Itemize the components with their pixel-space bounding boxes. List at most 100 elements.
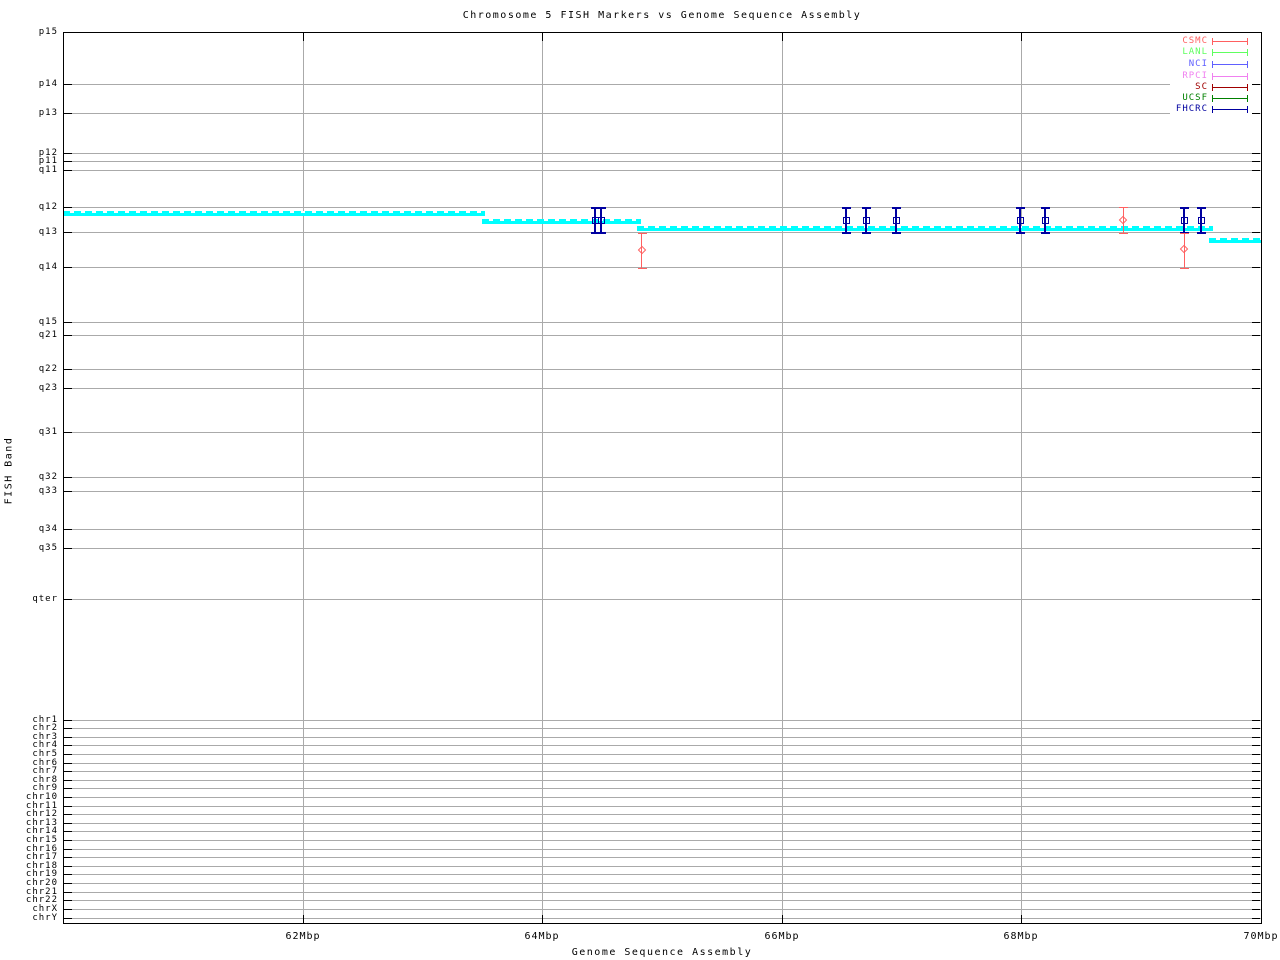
data-point-FHCRC-7-square-marker: [1042, 217, 1049, 224]
gridline-y-chr15: [63, 840, 1261, 841]
data-point-FHCRC-5-errorbar: [895, 207, 897, 233]
ytick-right-chr12: [1252, 814, 1260, 815]
ytick-left-q21: [64, 335, 72, 336]
ytick-right-qter: [1252, 599, 1260, 600]
ytick-left-chr17: [64, 857, 72, 858]
ytick-label-q12: q12: [38, 202, 58, 212]
ytick-label-chr7: chr7: [32, 766, 58, 776]
ytick-left-q23: [64, 388, 72, 389]
data-point-FHCRC-5-cap-top: [892, 207, 901, 209]
ytick-left-q12: [64, 207, 72, 208]
ytick-label-q22: q22: [38, 364, 58, 374]
gridline-y-chr4: [63, 745, 1261, 746]
ytick-right-chr22: [1252, 900, 1260, 901]
ytick-right-q21: [1252, 335, 1260, 336]
gridline-y-q21: [63, 335, 1261, 336]
legend-sample-line-FHCRC: [1212, 109, 1248, 110]
ytick-right-chr11: [1252, 806, 1260, 807]
ytick-right-chr10: [1252, 797, 1260, 798]
ytick-left-chr11: [64, 806, 72, 807]
ytick-label-q11: q11: [38, 165, 58, 175]
ytick-label-chr6: chr6: [32, 758, 58, 768]
data-point-FHCRC-6-cap-bottom: [1016, 232, 1025, 234]
ytick-left-p12: [64, 153, 72, 154]
assembly-segment-dashes: [637, 226, 1213, 228]
ytick-left-p13: [64, 113, 72, 114]
gridline-x-62Mbp: [303, 32, 304, 923]
ytick-label-q35: q35: [38, 543, 58, 553]
ytick-right-chr8: [1252, 780, 1260, 781]
data-point-FHCRC-6-square-marker: [1017, 217, 1024, 224]
ytick-label-chr10: chr10: [25, 792, 58, 802]
gridline-y-q11: [63, 170, 1261, 171]
data-point-FHCRC-2-square-marker: [598, 217, 605, 224]
ytick-left-q11: [64, 170, 72, 171]
ytick-left-p15: [64, 32, 72, 33]
data-point-FHCRC-8-cap-top: [1180, 207, 1189, 209]
xtick-label-66Mbp: 66Mbp: [764, 931, 800, 942]
xtick-bottom-62Mbp: [303, 915, 304, 923]
gridline-y-chr2: [63, 728, 1261, 729]
ytick-label-chrX: chrX: [32, 904, 58, 914]
xtick-top-64Mbp: [542, 33, 543, 41]
legend-sample-line-NCI: [1212, 64, 1248, 65]
gridline-y-chrY: [63, 918, 1261, 919]
data-point-FHCRC-1-cap-top: [591, 207, 600, 209]
ytick-right-q15: [1252, 322, 1260, 323]
ytick-label-p15: p15: [38, 27, 58, 37]
legend-sample-capL-RPCI: [1212, 73, 1213, 80]
gridline-y-chr17: [63, 857, 1261, 858]
legend-sample-line-CSMC: [1212, 41, 1248, 42]
gridline-y-q23: [63, 388, 1261, 389]
data-point-FHCRC-9-square-marker: [1198, 217, 1205, 224]
gridline-y-chr19: [63, 874, 1261, 875]
ytick-label-q21: q21: [38, 330, 58, 340]
ytick-right-q31: [1252, 432, 1260, 433]
gridline-y-p12: [63, 153, 1261, 154]
ytick-left-chr22: [64, 900, 72, 901]
legend-sample-capL-CSMC: [1212, 38, 1213, 45]
ytick-right-p14: [1252, 84, 1260, 85]
ytick-right-chrX: [1252, 909, 1260, 910]
gridline-y-chr20: [63, 883, 1261, 884]
assembly-segment-dashes: [1209, 238, 1261, 240]
ytick-left-chr12: [64, 814, 72, 815]
xtick-bottom-64Mbp: [542, 915, 543, 923]
xtick-label-68Mbp: 68Mbp: [1003, 931, 1039, 942]
ytick-label-qter: qter: [32, 594, 58, 604]
legend-sample-capL-UCSF: [1212, 95, 1213, 102]
gridline-x-64Mbp: [542, 32, 543, 923]
data-point-FHCRC-2-cap-top: [597, 207, 606, 209]
gridline-y-chr6: [63, 763, 1261, 764]
data-point-FHCRC-4-errorbar: [865, 207, 867, 233]
ytick-right-chr18: [1252, 866, 1260, 867]
data-point-FHCRC-4-square-marker: [863, 217, 870, 224]
data-point-FHCRC-7-errorbar: [1044, 207, 1046, 233]
gridline-y-chr16: [63, 849, 1261, 850]
legend-sample-capL-NCI: [1212, 61, 1213, 68]
ytick-right-chr6: [1252, 763, 1260, 764]
gridline-y-chr9: [63, 788, 1261, 789]
ytick-left-chr4: [64, 745, 72, 746]
data-point-FHCRC-5-cap-bottom: [892, 232, 901, 234]
gridline-y-chr13: [63, 823, 1261, 824]
ytick-left-q22: [64, 369, 72, 370]
data-point-CSMC-1-cap-top: [638, 233, 647, 234]
ytick-right-chr14: [1252, 831, 1260, 832]
ytick-right-chr19: [1252, 874, 1260, 875]
ytick-right-q12: [1252, 207, 1260, 208]
legend-sample-line-UCSF: [1212, 98, 1248, 99]
xtick-bottom-66Mbp: [782, 915, 783, 923]
ytick-left-chr8: [64, 780, 72, 781]
gridline-y-q15: [63, 322, 1261, 323]
ytick-label-chr12: chr12: [25, 809, 58, 819]
gridline-y-chr11: [63, 806, 1261, 807]
legend-sample-capR-CSMC: [1247, 38, 1248, 45]
ytick-label-chr21: chr21: [25, 887, 58, 897]
ytick-right-p15: [1252, 32, 1260, 33]
gridline-y-chr10: [63, 797, 1261, 798]
legend-label-FHCRC: FHCRC: [1175, 104, 1208, 114]
ytick-label-chr4: chr4: [32, 740, 58, 750]
gridline-y-chr18: [63, 866, 1261, 867]
